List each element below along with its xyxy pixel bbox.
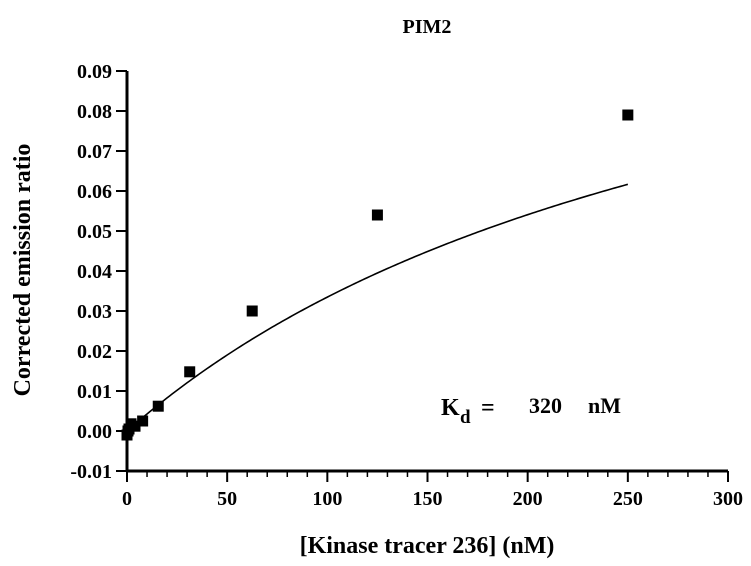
data-point [152, 400, 164, 412]
kd-subscript: d [460, 407, 471, 428]
y-tick-label: 0.04 [77, 261, 112, 283]
x-tick-label: 300 [713, 488, 743, 510]
kd-k-label: K [441, 395, 460, 421]
y-axis-label: Corrected emission ratio [10, 144, 36, 397]
data-point [622, 109, 634, 121]
kd-unit: nM [588, 393, 621, 418]
x-tick-label: 0 [122, 488, 132, 510]
x-tick-label: 50 [217, 488, 237, 510]
data-point [246, 305, 258, 317]
data-point [129, 420, 141, 432]
data-point [184, 366, 196, 378]
y-tick-label: 0.01 [77, 381, 112, 403]
y-tick-label: 0.03 [77, 301, 112, 323]
y-tick-label: 0.09 [77, 61, 112, 83]
y-tick-labels: -0.01 0.00 0.01 0.02 0.03 0.04 0.05 0.06 0.07 0.0… [70, 61, 112, 483]
y-tick-label: 0.00 [77, 421, 112, 443]
y-tick-label: 0.02 [77, 341, 112, 363]
y-tick-label: 0.06 [77, 181, 112, 203]
data-point [137, 415, 149, 427]
kd-annotation: K d = 320 nM [441, 393, 621, 428]
y-tick-label: 0.08 [77, 101, 112, 123]
kd-value: 320 [529, 393, 562, 418]
x-tick-labels: 0 50 100 150 200 250 300 [122, 488, 743, 510]
y-tick-label: 0.07 [77, 141, 112, 163]
axis-ticks [116, 70, 729, 482]
y-tick-label: -0.01 [70, 461, 112, 483]
kd-equals: = [481, 395, 495, 421]
fit-curve [126, 183, 629, 432]
x-tick-label: 150 [413, 488, 443, 510]
x-tick-label: 250 [613, 488, 643, 510]
axes [125, 71, 728, 473]
x-tick-label: 200 [513, 488, 543, 510]
data-point [371, 209, 383, 221]
y-tick-label: 0.05 [77, 221, 112, 243]
chart-title: PIM2 [403, 16, 452, 38]
x-axis-label: [Kinase tracer 236] (nM) [300, 533, 555, 559]
data-points [121, 109, 634, 441]
x-tick-label: 100 [312, 488, 342, 510]
